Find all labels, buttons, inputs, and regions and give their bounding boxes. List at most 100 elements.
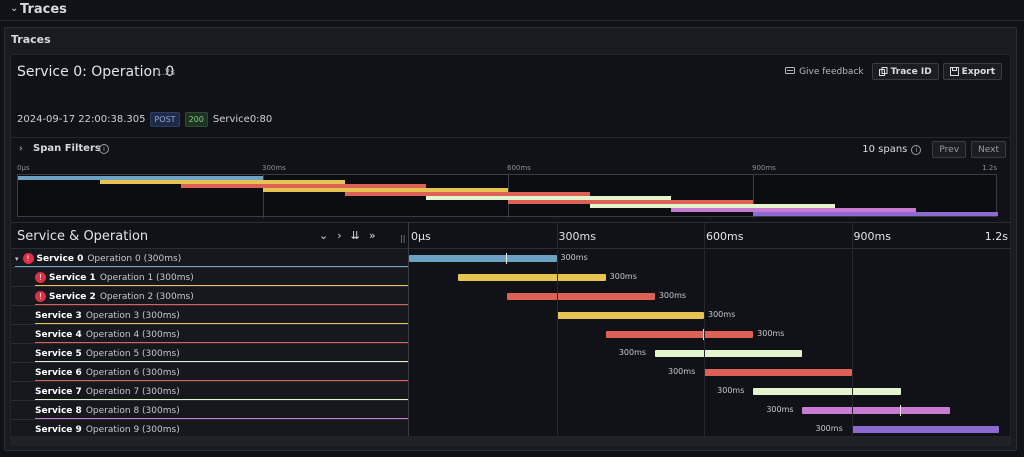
span-service-name: Service 0 xyxy=(36,253,84,264)
span-duration-label: 300ms xyxy=(708,310,736,319)
section-header[interactable]: ⌄ Traces xyxy=(0,0,1024,22)
span-name-cell[interactable]: Service 3 Operation 3 (300ms) xyxy=(11,306,408,325)
span-color-line xyxy=(35,418,408,419)
span-name-cell[interactable]: Service 6 Operation 6 (300ms) xyxy=(11,363,408,382)
span-name: Service 7 Operation 7 (300ms) xyxy=(35,382,180,401)
span-duration-label: 300ms xyxy=(717,386,745,395)
span-operation-name: Operation 6 (300ms) xyxy=(85,367,180,378)
trace-view: Service 0: Operation 0 1.2s Give feedbac… xyxy=(10,54,1011,448)
export-button[interactable]: Export xyxy=(942,63,1002,80)
span-bar[interactable] xyxy=(704,369,852,376)
span-bar[interactable] xyxy=(802,407,950,414)
span-service-name: Service 9 xyxy=(35,424,82,435)
trace-title: Service 0: Operation 0 xyxy=(17,64,175,80)
panel-title: Traces xyxy=(11,33,51,46)
collapse-controls: ⌄ › ⇊ » xyxy=(319,229,376,242)
span-bar[interactable] xyxy=(409,255,557,262)
span-name-cell[interactable]: ▾! Service 0 Operation 0 (300ms) xyxy=(11,249,408,268)
minimap-canvas[interactable] xyxy=(17,174,998,218)
give-feedback-link[interactable]: Give feedback xyxy=(785,67,864,77)
minimap-span-bar xyxy=(426,196,672,200)
minimap-span-bar xyxy=(181,184,427,188)
span-name-cell[interactable]: ! Service 1 Operation 1 (300ms) xyxy=(11,268,408,287)
timeline-header: Service & Operation ⌄ › ⇊ » || 0µs 300ms 6… xyxy=(11,222,1010,249)
info-icon[interactable]: i xyxy=(911,144,922,155)
span-name-cell[interactable]: ! Service 2 Operation 2 (300ms) xyxy=(11,287,408,306)
minimap-span-bar xyxy=(263,188,508,192)
span-bar[interactable] xyxy=(556,312,704,319)
span-row[interactable]: ! Service 1 Operation 1 (300ms) 300ms xyxy=(11,268,1010,287)
span-row[interactable]: Service 4 Operation 4 (300ms) 300ms xyxy=(11,325,1010,344)
span-color-line xyxy=(35,361,408,362)
span-bar[interactable] xyxy=(654,350,803,357)
error-icon: ! xyxy=(22,253,34,264)
trace-header-actions: Give feedback Trace ID Export xyxy=(785,63,1002,80)
span-name: Service 5 Operation 5 (300ms) xyxy=(35,344,180,363)
trace-minimap[interactable]: 0µs 300ms 600ms 900ms 1.2s xyxy=(17,164,998,218)
span-row[interactable]: Service 8 Operation 8 (300ms) 300ms xyxy=(11,401,1010,420)
span-row[interactable]: Service 5 Operation 5 (300ms) 300ms xyxy=(11,344,1010,363)
chevron-right-icon[interactable]: › xyxy=(19,144,23,154)
status-badge: 200 xyxy=(184,112,208,127)
copy-icon xyxy=(878,67,888,76)
span-bar[interactable] xyxy=(753,388,901,395)
span-service-name: Service 7 xyxy=(35,386,82,397)
span-operation-name: Operation 1 (300ms) xyxy=(99,272,194,283)
span-name-cell[interactable]: Service 4 Operation 4 (300ms) xyxy=(11,325,408,344)
span-bar[interactable] xyxy=(851,426,999,433)
feedback-label: Give feedback xyxy=(799,66,864,77)
span-bar[interactable] xyxy=(605,331,754,338)
trace-metadata: 2024-09-17 22:00:38.305 POST 200 Service… xyxy=(17,112,272,127)
span-log-marker xyxy=(506,253,508,264)
collapse-all-icon[interactable]: ⇊ xyxy=(350,229,360,242)
minimap-span-bar xyxy=(589,204,835,208)
span-filters-toggle[interactable]: Span Filters xyxy=(33,143,101,154)
minimap-gridline xyxy=(753,175,754,218)
minimap-tick-label: 0µs xyxy=(17,164,30,172)
span-color-line xyxy=(15,266,408,267)
collapse-one-icon[interactable]: ⌄ xyxy=(319,229,329,242)
span-operation-name: Operation 9 (300ms) xyxy=(85,424,180,435)
minimap-tick-label: 600ms xyxy=(507,164,531,172)
span-color-line xyxy=(35,380,408,381)
span-operation-name: Operation 5 (300ms) xyxy=(85,348,180,359)
trace-id-label: Trace ID xyxy=(890,66,932,77)
expand-one-icon[interactable]: › xyxy=(337,229,342,242)
prev-button[interactable]: Prev xyxy=(932,141,967,158)
minimap-gridline xyxy=(263,175,264,218)
span-color-line xyxy=(35,342,408,343)
span-name-cell[interactable]: Service 7 Operation 7 (300ms) xyxy=(11,382,408,401)
span-name-cell[interactable]: Service 8 Operation 8 (300ms) xyxy=(11,401,408,420)
minimap-tick-label: 900ms xyxy=(752,164,776,172)
trace-url: Service0:80 xyxy=(212,114,273,125)
span-service-name: Service 8 xyxy=(35,405,82,416)
chevron-down-icon[interactable]: ⌄ xyxy=(10,3,19,14)
span-name-cell[interactable]: Service 5 Operation 5 (300ms) xyxy=(11,344,408,363)
trace-id-button[interactable]: Trace ID xyxy=(871,63,939,80)
section-title: Traces xyxy=(20,2,67,17)
column-splitter[interactable] xyxy=(408,222,409,441)
column-resizer-handle[interactable]: || xyxy=(400,234,406,243)
info-icon[interactable]: i xyxy=(99,144,109,154)
span-bar[interactable] xyxy=(507,293,655,300)
span-row[interactable]: Service 7 Operation 7 (300ms) 300ms xyxy=(11,382,1010,401)
span-row[interactable]: ▾! Service 0 Operation 0 (300ms) 300ms xyxy=(11,249,1010,268)
minimap-tick-label: 1.2s xyxy=(982,164,997,172)
minimap-span-bar xyxy=(18,176,263,180)
chevron-down-icon[interactable]: ▾ xyxy=(15,254,19,263)
next-button[interactable]: Next xyxy=(971,141,1006,158)
span-bar[interactable] xyxy=(458,274,606,281)
expand-all-icon[interactable]: » xyxy=(368,229,376,242)
span-duration-label: 300ms xyxy=(560,253,588,262)
span-row[interactable]: ! Service 2 Operation 2 (300ms) 300ms xyxy=(11,287,1010,306)
span-row[interactable]: Service 6 Operation 6 (300ms) 300ms xyxy=(11,363,1010,382)
trace-duration: 1.2s xyxy=(156,68,176,78)
span-duration-label: 300ms xyxy=(766,405,794,414)
span-color-line xyxy=(35,304,408,305)
span-row[interactable]: Service 3 Operation 3 (300ms) 300ms xyxy=(11,306,1010,325)
minimap-span-bar xyxy=(344,192,590,196)
span-color-line xyxy=(35,323,408,324)
horizontal-scrollbar[interactable] xyxy=(10,436,1011,446)
divider xyxy=(0,20,1024,21)
span-service-name: Service 4 xyxy=(35,329,82,340)
